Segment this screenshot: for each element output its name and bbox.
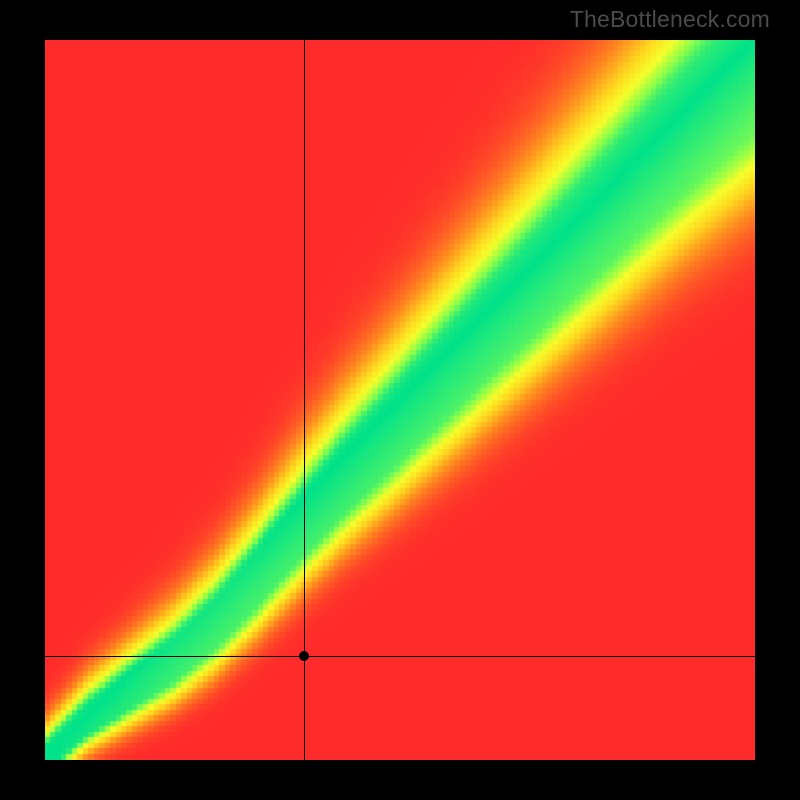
chart-frame: TheBottleneck.com <box>0 0 800 800</box>
heatmap-canvas <box>45 40 755 760</box>
watermark-text: TheBottleneck.com <box>570 6 770 33</box>
heatmap-plot <box>45 40 755 760</box>
